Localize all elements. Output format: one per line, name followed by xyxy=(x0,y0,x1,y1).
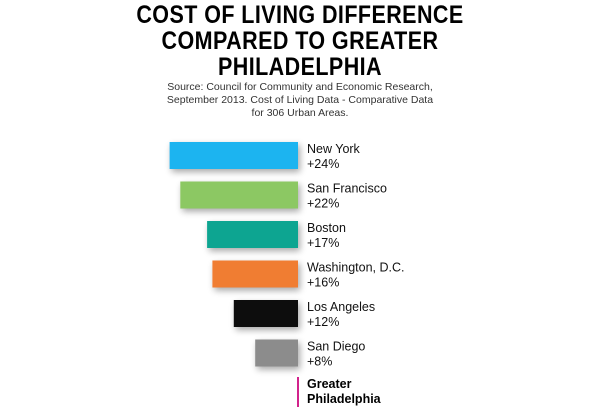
value-label-washington-d-c: +16% xyxy=(307,276,339,290)
category-label-san-diego: San Diego xyxy=(307,340,365,354)
bar-group xyxy=(169,142,299,407)
value-label-san-diego: +8% xyxy=(307,355,332,369)
chart-title: COST OF LIVING DIFFERENCE COMPARED TO GR… xyxy=(42,2,558,80)
source-line-1: Source: Council for Community and Econom… xyxy=(167,81,433,93)
bar-washington-d-c xyxy=(212,260,298,288)
bar-san-francisco xyxy=(180,181,298,209)
reference-label-line-2: Philadelphia xyxy=(307,392,382,406)
category-label-washington-d-c: Washington, D.C. xyxy=(307,261,405,275)
label-group: New York+24% San Francisco+22% Boston+17% W… xyxy=(307,142,405,406)
title-line-2: COMPARED TO GREATER xyxy=(161,27,439,55)
title-line-3: PHILADELPHIA xyxy=(217,53,383,81)
value-label-san-francisco: +22% xyxy=(307,197,339,211)
source-line-2: September 2013. Cost of Living Data - Co… xyxy=(166,94,434,106)
source-line-3: for 306 Urban Areas. xyxy=(251,107,349,119)
bar-san-diego xyxy=(255,339,298,367)
reference-marker-greater-philadelphia xyxy=(297,377,299,407)
reference-label-line-1: Greater xyxy=(307,377,352,391)
chart-source-note: Source: Council for Community and Econom… xyxy=(0,81,600,120)
category-label-new-york: New York xyxy=(307,142,361,156)
category-label-boston: Boston xyxy=(307,221,346,235)
bar-los-angeles xyxy=(233,300,298,327)
value-label-boston: +17% xyxy=(307,236,339,250)
bar-boston xyxy=(207,221,298,248)
value-label-new-york: +24% xyxy=(307,157,339,171)
title-line-1: COST OF LIVING DIFFERENCE xyxy=(136,1,464,29)
category-label-san-francisco: San Francisco xyxy=(307,182,387,196)
value-label-los-angeles: +12% xyxy=(307,315,339,329)
category-label-los-angeles: Los Angeles xyxy=(307,300,375,314)
bar-new-york xyxy=(169,142,298,169)
